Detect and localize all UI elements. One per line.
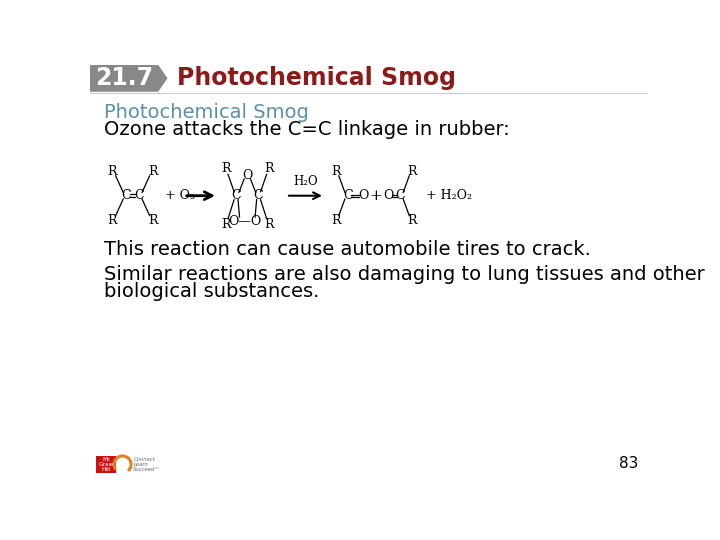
Text: R: R	[108, 214, 117, 227]
Text: C: C	[134, 189, 143, 202]
Text: Learn: Learn	[133, 462, 148, 467]
Text: O: O	[242, 169, 253, 182]
Text: Mc
Graw
Hill: Mc Graw Hill	[99, 456, 114, 472]
Text: Photochemical Smog: Photochemical Smog	[104, 103, 309, 122]
Text: C: C	[395, 189, 405, 202]
Text: biological substances.: biological substances.	[104, 282, 320, 301]
Text: R: R	[221, 219, 230, 232]
Text: C: C	[253, 189, 263, 202]
Text: R: R	[331, 214, 341, 227]
Text: O—O: O—O	[228, 215, 261, 228]
Text: O: O	[383, 189, 394, 202]
FancyBboxPatch shape	[90, 65, 648, 92]
FancyBboxPatch shape	[96, 456, 117, 473]
Text: Ozone attacks the C=C linkage in rubber:: Ozone attacks the C=C linkage in rubber:	[104, 120, 510, 139]
Text: R: R	[331, 165, 341, 178]
Text: R: R	[264, 219, 274, 232]
Text: C: C	[232, 189, 241, 202]
Polygon shape	[90, 65, 168, 92]
Text: R: R	[108, 165, 117, 178]
Text: C: C	[343, 189, 353, 202]
Text: Succeed™: Succeed™	[133, 467, 161, 472]
Text: R: R	[221, 162, 230, 176]
Text: Photochemical Smog: Photochemical Smog	[177, 66, 456, 90]
Text: R: R	[264, 162, 274, 176]
Text: R: R	[408, 165, 417, 178]
Text: + H₂O₂: + H₂O₂	[426, 189, 472, 202]
Text: Connect: Connect	[133, 456, 155, 462]
Text: R: R	[148, 214, 158, 227]
Text: O: O	[359, 189, 369, 202]
Text: R: R	[408, 214, 417, 227]
Text: + O₃: + O₃	[165, 189, 195, 202]
Text: R: R	[148, 165, 158, 178]
Text: +: +	[369, 188, 382, 202]
Text: 21.7: 21.7	[95, 66, 153, 90]
Text: This reaction can cause automobile tires to crack.: This reaction can cause automobile tires…	[104, 240, 591, 259]
Text: H₂O: H₂O	[293, 175, 318, 188]
Text: C: C	[122, 189, 131, 202]
Text: 83: 83	[619, 456, 639, 471]
Text: Similar reactions are also damaging to lung tissues and other: Similar reactions are also damaging to l…	[104, 265, 705, 284]
